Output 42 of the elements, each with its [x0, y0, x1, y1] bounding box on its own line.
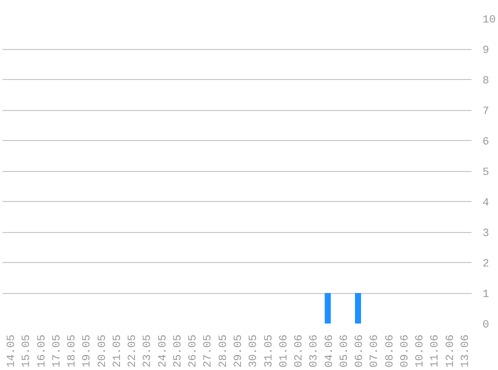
x-tick-label: 03.06	[308, 334, 321, 368]
x-tick-label: 30.05	[248, 334, 260, 368]
y-tick-label: 8	[482, 76, 490, 88]
x-tick-label: 24.05	[157, 334, 170, 368]
x-tick-label: 21.05	[112, 334, 124, 368]
x-tick-label: 14.05	[6, 334, 18, 368]
y-tick-label: 2	[482, 258, 490, 270]
x-tick-label: 11.06	[430, 334, 442, 368]
x-tick-label: 04.06	[324, 334, 336, 368]
x-tick-label: 22.05	[127, 334, 140, 368]
x-tick-label: 23.05	[142, 334, 154, 368]
x-tick-label: 15.05	[21, 334, 34, 368]
y-tick-label: 7	[482, 106, 490, 118]
x-tick-label: 02.06	[294, 334, 306, 368]
y-tick-label: 3	[482, 228, 490, 240]
x-tick-label: 08.06	[384, 334, 396, 368]
x-tick-label: 01.06	[278, 334, 290, 368]
y-tick-label: 4	[482, 198, 490, 210]
x-tick-label: 29.05	[233, 334, 245, 368]
x-tick-label: 27.05	[202, 334, 215, 368]
y-tick-label: 1	[482, 289, 490, 301]
x-tick-label: 19.05	[82, 334, 94, 368]
x-tick-label: 09.06	[399, 334, 412, 368]
x-tick-label: 20.05	[96, 334, 109, 368]
x-tick-label: 07.06	[369, 334, 382, 368]
y-tick-label: 10	[482, 14, 496, 26]
x-tick-label: 28.05	[218, 334, 230, 368]
y-tick-label: 0	[482, 320, 490, 332]
y-tick-label: 5	[482, 167, 490, 179]
x-tick-label: 31.05	[263, 334, 276, 368]
x-tick-label: 25.05	[172, 334, 184, 368]
x-tick-label: 18.05	[66, 334, 79, 368]
x-tick-label: 17.05	[51, 334, 64, 368]
x-tick-label: 10.06	[414, 334, 427, 368]
x-tick-label: 16.05	[36, 334, 48, 368]
x-tick-label: 05.06	[338, 334, 351, 368]
x-tick-label: 26.05	[188, 334, 200, 368]
y-tick-label: 9	[482, 45, 490, 57]
x-tick-label: 12.06	[444, 334, 457, 368]
x-tick-label: 13.06	[460, 334, 472, 368]
y-tick-label: 6	[482, 136, 490, 148]
x-tick-label: 06.06	[354, 334, 366, 368]
